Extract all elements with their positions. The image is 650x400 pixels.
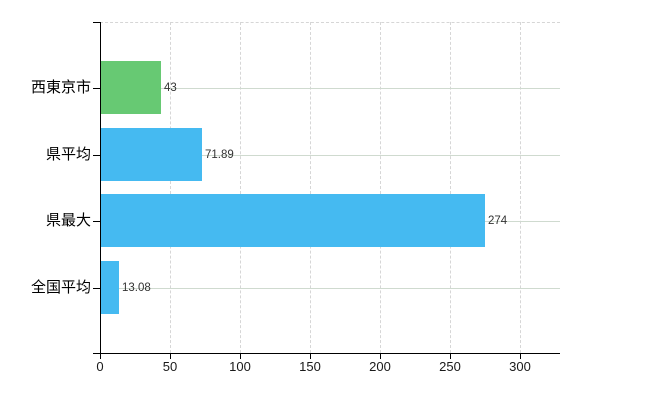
y-axis-line xyxy=(100,22,101,354)
category-label: 県平均 xyxy=(45,146,91,163)
category-label: 西東京市 xyxy=(30,79,91,96)
x-tick-label: 100 xyxy=(229,359,251,374)
y-axis-tick xyxy=(93,221,100,222)
x-axis-tick xyxy=(170,354,171,359)
x-axis-tick xyxy=(310,354,311,359)
vertical-gridline xyxy=(520,22,521,353)
bar xyxy=(101,128,202,181)
y-axis-tick xyxy=(93,288,100,289)
vertical-gridline xyxy=(310,22,311,353)
x-tick-label: 50 xyxy=(162,359,178,374)
vertical-gridline xyxy=(240,22,241,353)
x-axis-tick xyxy=(380,354,381,359)
vertical-gridline xyxy=(380,22,381,353)
y-axis-tick xyxy=(93,155,100,156)
horizontal-gridline xyxy=(101,88,560,89)
bar-value-label: 43 xyxy=(164,82,177,94)
x-tick-label: 250 xyxy=(439,359,461,374)
vertical-gridline xyxy=(450,22,451,353)
x-tick-label: 300 xyxy=(509,359,531,374)
x-axis-line xyxy=(93,353,560,354)
x-tick-label: 200 xyxy=(369,359,391,374)
category-label: 全国平均 xyxy=(30,279,91,296)
bar xyxy=(101,61,161,114)
x-tick-label: 0 xyxy=(96,359,104,374)
x-axis-tick xyxy=(100,354,101,359)
bar-value-label: 71.89 xyxy=(205,149,234,161)
bar xyxy=(101,261,119,314)
horizontal-gridline xyxy=(101,155,560,156)
horizontal-gridline xyxy=(101,288,560,289)
x-tick-label: 150 xyxy=(299,359,321,374)
plot-top-border xyxy=(100,22,560,23)
bar-value-label: 274 xyxy=(488,215,508,227)
y-axis-tick xyxy=(93,88,100,89)
x-axis-tick xyxy=(450,354,451,359)
x-axis-tick xyxy=(520,354,521,359)
bar-value-label: 13.08 xyxy=(122,282,151,294)
category-label: 県最大 xyxy=(45,212,91,229)
vertical-gridline xyxy=(170,22,171,353)
y-axis-top-tick xyxy=(93,22,100,23)
x-axis-tick xyxy=(240,354,241,359)
bar xyxy=(101,194,485,247)
